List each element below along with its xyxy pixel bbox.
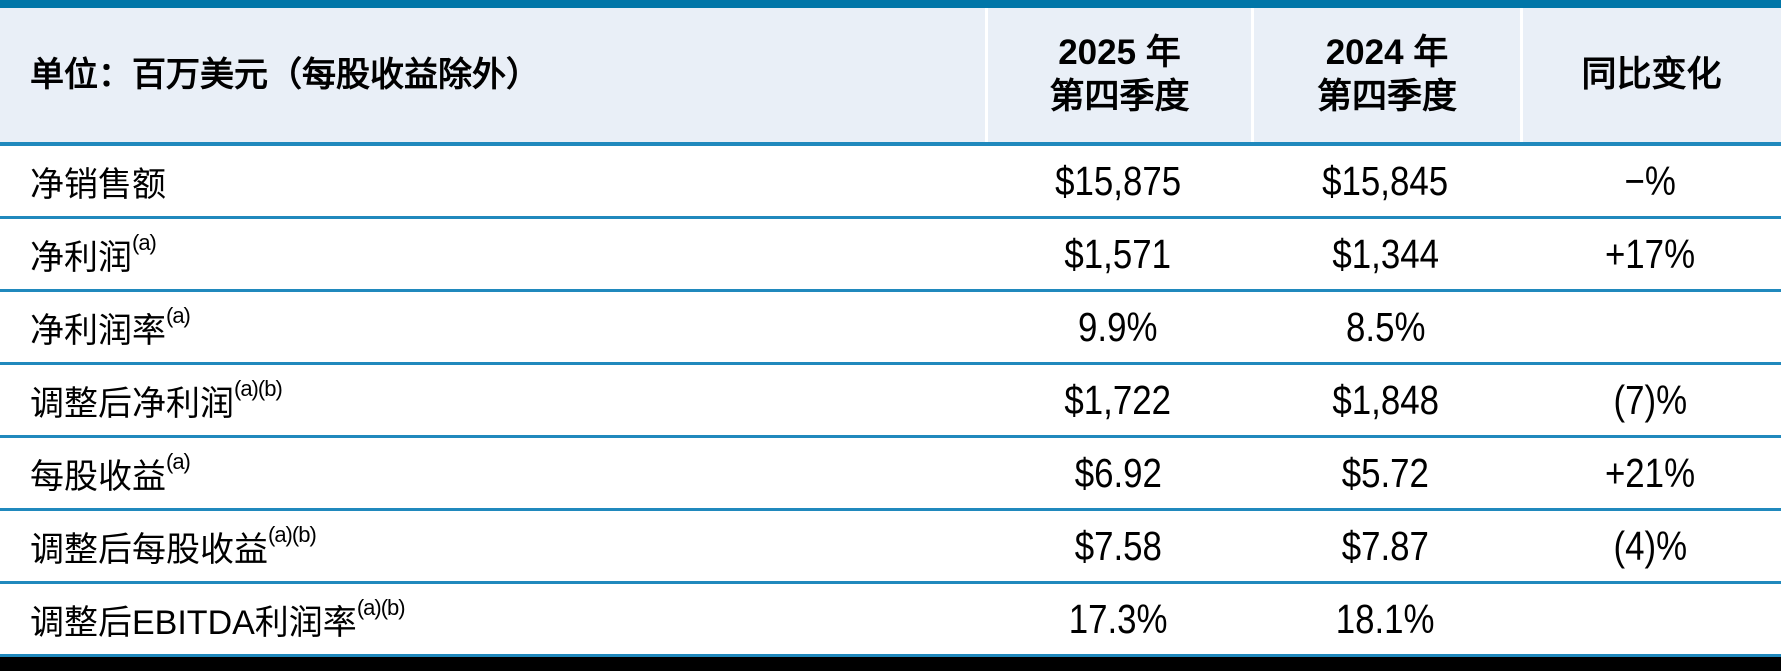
column-header-q4-2025: 2025 年 第四季度 <box>985 8 1251 142</box>
value-yoy-change: +21% <box>1604 449 1696 496</box>
footnote-marker: (a)(b) <box>268 522 317 547</box>
units-title-text: 单位：百万美元（每股收益除外） <box>30 56 540 94</box>
row-label: 调整后每股收益 (a)(b) <box>0 511 985 581</box>
footnote-marker: (a)(b) <box>356 595 406 620</box>
value-q4-2024: $5.72 <box>1341 449 1430 496</box>
table-row-net-sales: 净销售额 $15,875 $15,845 −% <box>0 146 1781 219</box>
value-yoy-change <box>1520 584 1780 654</box>
value-yoy-change: +17% <box>1604 230 1696 277</box>
units-title: 单位：百万美元（每股收益除外） <box>0 8 985 142</box>
table-row-adjusted-eps: 调整后每股收益 (a)(b) $7.58 $7.87 (4)% <box>0 511 1781 584</box>
metric-name: 调整后净利润 <box>30 384 234 423</box>
table-row-eps: 每股收益 (a) $6.92 $5.72 +21% <box>0 438 1781 511</box>
footnote-marker: (a) <box>166 303 191 328</box>
value-q4-2024: 18.1% <box>1336 595 1435 642</box>
metric-name: 调整后每股收益 <box>30 530 268 569</box>
row-label: 调整后净利润 (a)(b) <box>0 365 985 435</box>
row-label: 净利润率 (a) <box>0 292 985 362</box>
value-q4-2025: 9.9% <box>1078 303 1158 350</box>
metric-name: 调整后EBITDA利润率 <box>30 603 357 642</box>
row-label: 净利润 (a) <box>0 219 985 289</box>
top-accent-bar <box>0 0 1781 8</box>
value-q4-2025: $15,875 <box>1055 157 1181 204</box>
bottom-accent-bar <box>0 657 1781 671</box>
column-header-q4-2025-line1: 2025 年 <box>1058 33 1181 72</box>
column-header-q4-2024-line2: 第四季度 <box>1316 77 1457 116</box>
column-header-q4-2025-line2: 第四季度 <box>1049 77 1190 116</box>
row-label: 调整后EBITDA利润率 (a)(b) <box>0 584 985 654</box>
table-row-adjusted-net-income: 调整后净利润 (a)(b) $1,722 $1,848 (7)% <box>0 365 1781 438</box>
table-row-net-margin: 净利润率 (a) 9.9% 8.5% <box>0 292 1781 365</box>
value-q4-2025: $1,722 <box>1064 376 1172 423</box>
metric-name: 每股收益 <box>30 457 166 496</box>
footnote-marker: (a) <box>132 230 157 255</box>
metric-name: 净利润 <box>30 238 132 277</box>
table-row-net-income: 净利润 (a) $1,571 $1,344 +17% <box>0 219 1781 292</box>
value-q4-2024: $1,344 <box>1332 230 1439 277</box>
table-header-row: 单位：百万美元（每股收益除外） 2025 年 第四季度 2024 年 第四季度 … <box>0 8 1781 146</box>
column-header-q4-2024: 2024 年 第四季度 <box>1251 8 1520 142</box>
metric-name: 净销售额 <box>30 165 166 204</box>
value-q4-2024: $1,848 <box>1332 376 1439 423</box>
column-header-yoy-change: 同比变化 <box>1520 8 1780 142</box>
row-label: 每股收益 (a) <box>0 438 985 508</box>
value-yoy-change: (7)% <box>1613 376 1687 423</box>
quarterly-results-table: 单位：百万美元（每股收益除外） 2025 年 第四季度 2024 年 第四季度 … <box>0 8 1781 657</box>
value-q4-2025: $1,571 <box>1064 230 1172 277</box>
value-q4-2024: 8.5% <box>1345 303 1426 350</box>
value-q4-2025: $6.92 <box>1074 449 1162 496</box>
value-yoy-change: −% <box>1624 157 1676 204</box>
row-label: 净销售额 <box>0 146 985 216</box>
value-yoy-change <box>1520 292 1780 362</box>
value-q4-2025: 17.3% <box>1068 595 1168 642</box>
value-q4-2024: $15,845 <box>1322 157 1449 204</box>
footnote-marker: (a)(b) <box>234 376 283 401</box>
column-header-yoy-line1: 同比变化 <box>1581 55 1722 94</box>
value-q4-2024: $7.87 <box>1341 522 1430 569</box>
column-header-q4-2024-line1: 2024 年 <box>1325 33 1449 72</box>
value-yoy-change: (4)% <box>1613 522 1687 569</box>
table-row-adjusted-ebitda-margin: 调整后EBITDA利润率 (a)(b) 17.3% 18.1% <box>0 584 1781 657</box>
metric-name: 净利润率 <box>30 311 166 350</box>
value-q4-2025: $7.58 <box>1074 522 1162 569</box>
footnote-marker: (a) <box>166 449 191 474</box>
